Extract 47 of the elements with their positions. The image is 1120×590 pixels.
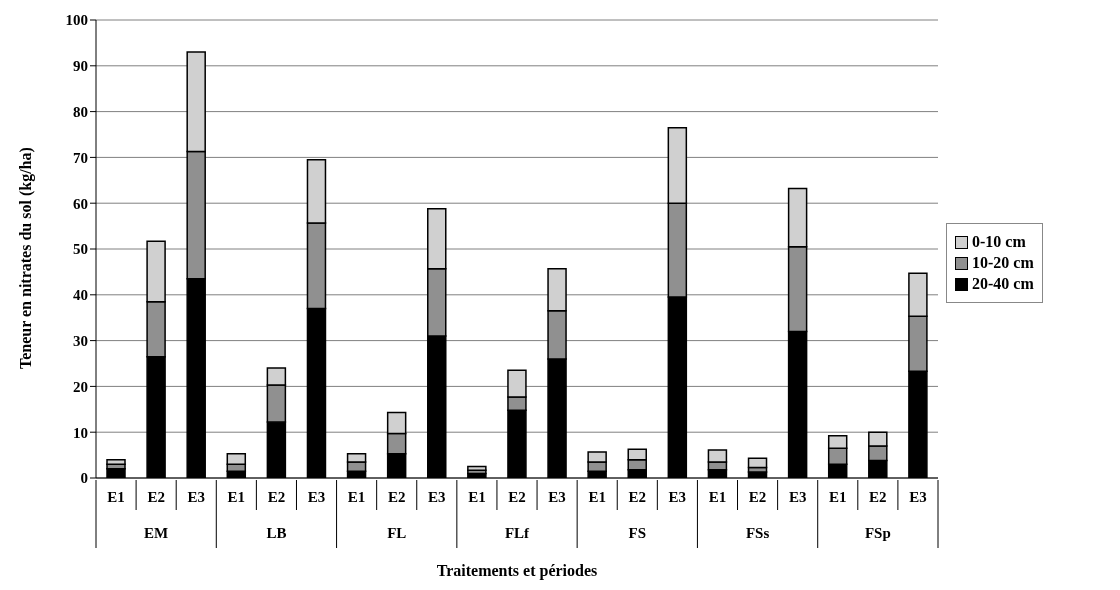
y-tick-label: 10 [73,424,88,441]
legend-label: 10-20 cm [972,254,1034,272]
y-tick-label: 20 [73,378,88,395]
bar [747,457,768,469]
text: FL [387,525,407,541]
x-tick-label: E1 [107,489,125,505]
x-tick-label: E2 [748,489,767,505]
x-tick-label: E3 [307,489,326,505]
x-tick-label: E3 [909,489,927,505]
x-tick-label: E1 [468,489,486,505]
y-tick-label: 100 [65,12,88,29]
text: FLf [504,525,531,541]
x-tick-label: E2 [147,489,165,505]
y-tick-label: 50 [73,241,88,258]
x-tick-label: E1 [829,489,847,505]
x-tick-label: E3 [428,489,446,505]
text: EM [144,525,169,541]
text: FSs [745,525,770,541]
y-tick-label: 80 [73,103,88,120]
y-tick-label: 40 [73,287,88,304]
text: FSp [864,525,891,541]
x-tick-label: E3 [187,489,205,505]
y-tick-label: 0 [80,470,88,487]
legend-label: 0-10 cm [972,233,1026,251]
bar [106,458,126,466]
bar [467,465,487,471]
y-tick-label: 70 [73,149,88,166]
x-tick-label: E2 [869,489,887,505]
legend-label: 20-40 cm [972,275,1034,293]
x-tick-label: E2 [508,489,526,505]
y-axis-title: Teneur en nitrates du sol (kg/ha) [16,147,35,369]
x-tick-label: E1 [708,489,727,505]
x-tick-label: E1 [347,489,366,505]
y-tick-label: 90 [73,58,88,75]
x-tick-label: E2 [387,489,406,505]
x-tick-label: E2 [267,489,286,505]
text: LB [266,525,287,541]
x-tick-label: E3 [668,489,687,505]
text: FS [628,525,647,541]
x-axis-title: Traitements et périodes [436,562,598,580]
x-tick-label: E1 [588,489,606,505]
y-tick-label: 30 [73,332,88,349]
x-tick-label: E2 [628,489,647,505]
x-tick-label: E3 [548,489,566,505]
x-tick-label: E3 [788,489,807,505]
y-tick-label: 60 [73,195,88,212]
x-tick-label: E1 [227,489,246,505]
